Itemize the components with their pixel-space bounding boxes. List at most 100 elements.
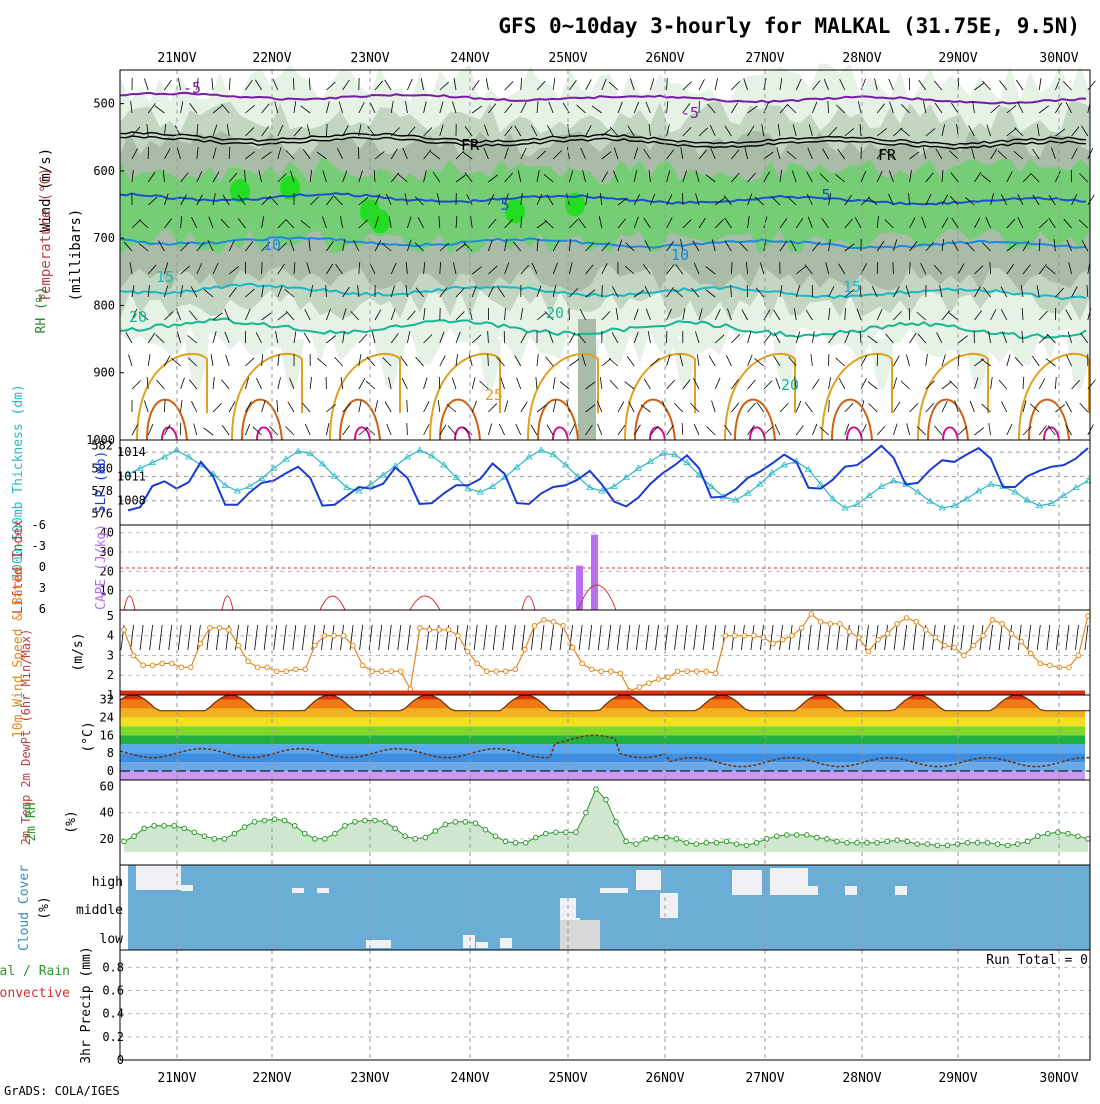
rh-point [192, 830, 197, 835]
cloud-block [292, 888, 304, 893]
rh-point [784, 833, 789, 838]
wind-speed-point [685, 669, 690, 674]
surface-wind-barb [512, 625, 515, 650]
rh-point [463, 820, 468, 825]
wind-speed-point [551, 620, 556, 625]
rh-point [282, 818, 287, 823]
contour-label: -5 [681, 104, 699, 122]
cloud-block [600, 888, 628, 893]
rh-point [503, 839, 508, 844]
temp-tick: 8 [107, 746, 114, 760]
rh-point [232, 831, 237, 836]
wind-speed-point [523, 647, 528, 652]
wind-speed-point [294, 667, 299, 672]
wind-speed-point [694, 669, 699, 674]
li-curve [410, 596, 440, 610]
cloud-label: Cloud Cover [17, 865, 32, 951]
surface-wind-barb [379, 625, 382, 650]
wind-speed-point [971, 643, 976, 648]
wind-tick: 4 [107, 629, 114, 643]
wind-speed-point [265, 665, 270, 670]
rh-point [252, 820, 257, 825]
pressure-tick: 900 [93, 366, 115, 380]
rh-point [523, 840, 528, 845]
rh-unit: (%) [64, 810, 79, 833]
surface-wind-barb [1047, 625, 1050, 650]
cloud-block [732, 870, 762, 895]
temperature-band [120, 744, 1085, 753]
cloud-block [895, 886, 907, 895]
surface-wind-barb [1075, 625, 1078, 650]
wind-speed-point [733, 633, 738, 638]
rh-point [443, 822, 448, 827]
wind-speed-point [303, 667, 308, 672]
wind-speed-point [1048, 663, 1053, 668]
rh-point [734, 842, 739, 847]
rh-point [333, 831, 338, 836]
pressure-tick: 700 [93, 231, 115, 245]
wind-speed-point [771, 641, 776, 646]
surface-wind-barb [608, 625, 611, 650]
surface-wind-barb [675, 625, 678, 650]
date-label-top: 24NOV [450, 51, 489, 66]
upper-temp-label: Temperature (°C) [38, 168, 54, 303]
rh-point [845, 840, 850, 845]
cloud-block [770, 868, 808, 895]
wind-speed-point [1000, 622, 1005, 627]
surface-wind-barb [274, 625, 277, 650]
rh-point [353, 820, 358, 825]
wind-speed-point [198, 641, 203, 646]
rh-point [1005, 843, 1010, 848]
temp-tick: 32 [100, 692, 114, 706]
contour-label: 5 [821, 186, 830, 204]
surface-wind-barb [188, 625, 191, 650]
rh-point [373, 818, 378, 823]
wind-barb [910, 262, 911, 274]
wind-speed-point [169, 661, 174, 666]
wind-speed-point [962, 653, 967, 658]
surface-wind-barb [694, 625, 697, 650]
wind-speed-point [179, 665, 184, 670]
wind-speed-point [122, 627, 127, 632]
wind-speed-point [437, 627, 442, 632]
rh-point [483, 827, 488, 832]
rh-point [564, 830, 569, 835]
pressure-tick: 500 [93, 97, 115, 111]
surface-wind-barb [398, 625, 401, 650]
contour-label: 20 [781, 376, 799, 394]
date-label-bottom: 30NOV [1039, 1071, 1078, 1086]
surface-wind-barb [894, 625, 897, 650]
wind-speed-point [532, 624, 537, 629]
rh-point [835, 839, 840, 844]
wind-speed-point [322, 633, 327, 638]
rh-point [423, 835, 428, 840]
surface-wind-barb [169, 625, 172, 650]
wind-speed-point [351, 643, 356, 648]
date-label-top: 29NOV [938, 51, 977, 66]
wind-speed-point [418, 625, 423, 630]
date-label-top: 30NOV [1039, 51, 1078, 66]
rh-point [644, 837, 649, 842]
rh-point [965, 840, 970, 845]
rh-point [413, 837, 418, 842]
contour-label: -5 [183, 79, 201, 97]
precip-tick: 0.2 [102, 1030, 124, 1044]
slp-panel [120, 446, 1091, 511]
surface-wind-barb [913, 625, 916, 650]
rh-point [1025, 839, 1030, 844]
rh-point [905, 839, 910, 844]
wind-speed-point [313, 643, 318, 648]
li-tick: 6 [39, 602, 46, 616]
surface-wind-barb [684, 625, 687, 650]
wind-speed-point [236, 643, 241, 648]
li-tick: 3 [39, 581, 46, 595]
rh-tick: 40 [100, 806, 114, 820]
wind-speed-point [876, 637, 881, 642]
date-label-top: 25NOV [548, 51, 587, 66]
li-curve [320, 596, 345, 610]
rh-point [453, 820, 458, 825]
wind-speed-point [904, 616, 909, 621]
surface-wind-barb [1009, 625, 1012, 650]
date-label-top: 23NOV [350, 51, 389, 66]
